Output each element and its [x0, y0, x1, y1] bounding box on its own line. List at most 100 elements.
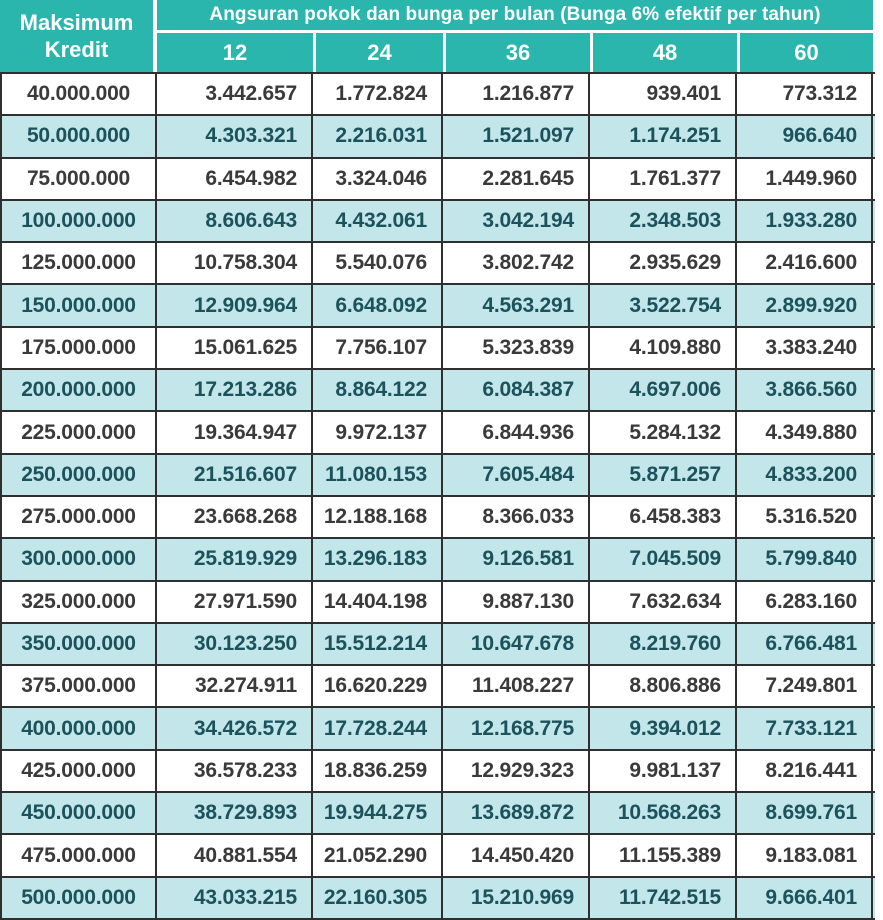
- installment-cell: 7.249.801: [737, 666, 873, 707]
- table-row: 75.000.000 6.454.982 3.324.046 2.281.645 1.7…: [2, 158, 875, 201]
- table-row: 40.000.000 3.442.657 1.772.824 1.216.877 939…: [2, 74, 875, 117]
- table-row: 125.000.000 10.758.304 5.540.076 3.802.742 2…: [2, 243, 875, 286]
- installment-cell: 12.929.323: [443, 750, 590, 792]
- corner-header-maksimum-kredit: Maksimum Kredit: [0, 0, 157, 72]
- installment-cell: 34.426.572: [157, 708, 313, 749]
- installment-cell: 4.109.880: [590, 327, 737, 369]
- installment-cell: 3.442.657: [157, 74, 313, 115]
- table-row: 450.000.000 38.729.893 19.944.275 13.689.87…: [2, 793, 875, 836]
- installment-cell: 4.432.061: [313, 200, 443, 242]
- installment-cell: 4.833.200: [737, 454, 873, 495]
- installment-cell: 7.045.509: [590, 539, 737, 580]
- installment-cell: 11.742.515: [590, 877, 737, 918]
- installment-cell: 8.699.761: [737, 793, 873, 834]
- table-row: 150.000.000 12.909.964 6.648.092 4.563.291 3…: [2, 285, 875, 328]
- installment-cell: 1.449.960: [737, 158, 873, 199]
- table-row: 375.000.000 32.274.911 16.620.229 11.408.22…: [2, 666, 875, 709]
- installment-cell: 6.648.092: [313, 285, 443, 326]
- table-row: 175.000.000 15.061.625 7.756.107 5.323.839 4…: [2, 327, 875, 371]
- tenor-header-12: 12: [157, 33, 313, 72]
- installment-cell: 15.210.969: [443, 877, 590, 918]
- kredit-cell: 375.000.000: [2, 666, 157, 707]
- installment-cell: 9.126.581: [443, 539, 590, 580]
- installment-cell: 8.216.441: [737, 750, 873, 792]
- tenor-header-48: 48: [590, 33, 737, 72]
- installment-cell: 9.183.081: [737, 835, 873, 876]
- kredit-cell: 150.000.000: [2, 285, 157, 326]
- installment-cell: 966.640: [737, 116, 873, 157]
- installment-cell: 7.632.634: [590, 581, 737, 622]
- kredit-cell: 400.000.000: [2, 708, 157, 749]
- installment-cell: 13.296.183: [313, 539, 443, 580]
- kredit-cell: 40.000.000: [2, 74, 157, 115]
- table-row: 250.000.000 21.516.607 11.080.153 7.605.484…: [2, 454, 875, 497]
- kredit-cell: 175.000.000: [2, 327, 157, 369]
- installment-cell: 2.348.503: [590, 200, 737, 242]
- installment-cell: 8.606.643: [157, 200, 313, 242]
- installment-cell: 1.216.877: [443, 74, 590, 115]
- installment-cell: 5.871.257: [590, 454, 737, 495]
- installment-cell: 5.799.840: [737, 539, 873, 580]
- installment-cell: 21.516.607: [157, 454, 313, 495]
- installment-cell: 15.061.625: [157, 327, 313, 369]
- installment-cell: 7.756.107: [313, 327, 443, 369]
- installment-cell: 3.802.742: [443, 243, 590, 284]
- tenor-header-row: 12 24 36 48 60: [157, 33, 873, 72]
- kredit-cell: 225.000.000: [2, 412, 157, 453]
- installment-cell: 5.316.520: [737, 496, 873, 538]
- kredit-cell: 250.000.000: [2, 454, 157, 495]
- installment-cell: 6.084.387: [443, 370, 590, 411]
- installment-cell: 773.312: [737, 74, 873, 115]
- installment-cell: 16.620.229: [313, 666, 443, 707]
- installment-cell: 25.819.929: [157, 539, 313, 580]
- installment-cell: 3.383.240: [737, 327, 873, 369]
- installment-cell: 5.540.076: [313, 243, 443, 284]
- installment-cell: 2.216.031: [313, 116, 443, 157]
- installment-cell: 1.761.377: [590, 158, 737, 199]
- tenor-header-24: 24: [313, 33, 443, 72]
- installment-cell: 14.450.420: [443, 835, 590, 876]
- installment-cell: 2.935.629: [590, 243, 737, 284]
- installment-cell: 1.772.824: [313, 74, 443, 115]
- installment-cell: 23.668.268: [157, 496, 313, 538]
- header-right-block: Angsuran pokok dan bunga per bulan (Bung…: [157, 0, 873, 72]
- kredit-cell: 300.000.000: [2, 539, 157, 580]
- installment-cell: 6.844.936: [443, 412, 590, 453]
- installment-cell: 40.881.554: [157, 835, 313, 876]
- table-row: 300.000.000 25.819.929 13.296.183 9.126.581…: [2, 539, 875, 582]
- main-header-angsuran: Angsuran pokok dan bunga per bulan (Bung…: [157, 0, 873, 33]
- kredit-cell: 200.000.000: [2, 370, 157, 411]
- installment-cell: 43.033.215: [157, 877, 313, 918]
- table-row: 400.000.000 34.426.572 17.728.244 12.168.77…: [2, 708, 875, 751]
- installment-cell: 12.909.964: [157, 285, 313, 326]
- table-row: 475.000.000 40.881.554 21.052.290 14.450.42…: [2, 835, 875, 878]
- tenor-header-36: 36: [443, 33, 590, 72]
- kredit-cell: 325.000.000: [2, 581, 157, 622]
- installment-cell: 4.349.880: [737, 412, 873, 453]
- installment-cell: 3.522.754: [590, 285, 737, 326]
- installment-cell: 12.168.775: [443, 708, 590, 749]
- table-row: 100.000.000 8.606.643 4.432.061 3.042.194 2.…: [2, 200, 875, 244]
- installment-cell: 17.728.244: [313, 708, 443, 749]
- installment-cell: 19.944.275: [313, 793, 443, 834]
- kredit-cell: 125.000.000: [2, 243, 157, 284]
- installment-cell: 15.512.214: [313, 623, 443, 665]
- installment-cell: 8.219.760: [590, 623, 737, 665]
- installment-cell: 3.866.560: [737, 370, 873, 411]
- installment-cell: 22.160.305: [313, 877, 443, 918]
- kredit-cell: 275.000.000: [2, 496, 157, 538]
- kredit-cell: 50.000.000: [2, 116, 157, 157]
- installment-cell: 1.174.251: [590, 116, 737, 157]
- installment-cell: 19.364.947: [157, 412, 313, 453]
- installment-cell: 21.052.290: [313, 835, 443, 876]
- installment-cell: 6.283.160: [737, 581, 873, 622]
- installment-cell: 9.981.137: [590, 750, 737, 792]
- installment-cell: 3.324.046: [313, 158, 443, 199]
- kredit-cell: 100.000.000: [2, 200, 157, 242]
- table-header: Maksimum Kredit Angsuran pokok dan bunga…: [0, 0, 883, 72]
- installment-cell: 1.933.280: [737, 200, 873, 242]
- installment-cell: 18.836.259: [313, 750, 443, 792]
- installment-cell: 2.281.645: [443, 158, 590, 199]
- installment-cell: 5.284.132: [590, 412, 737, 453]
